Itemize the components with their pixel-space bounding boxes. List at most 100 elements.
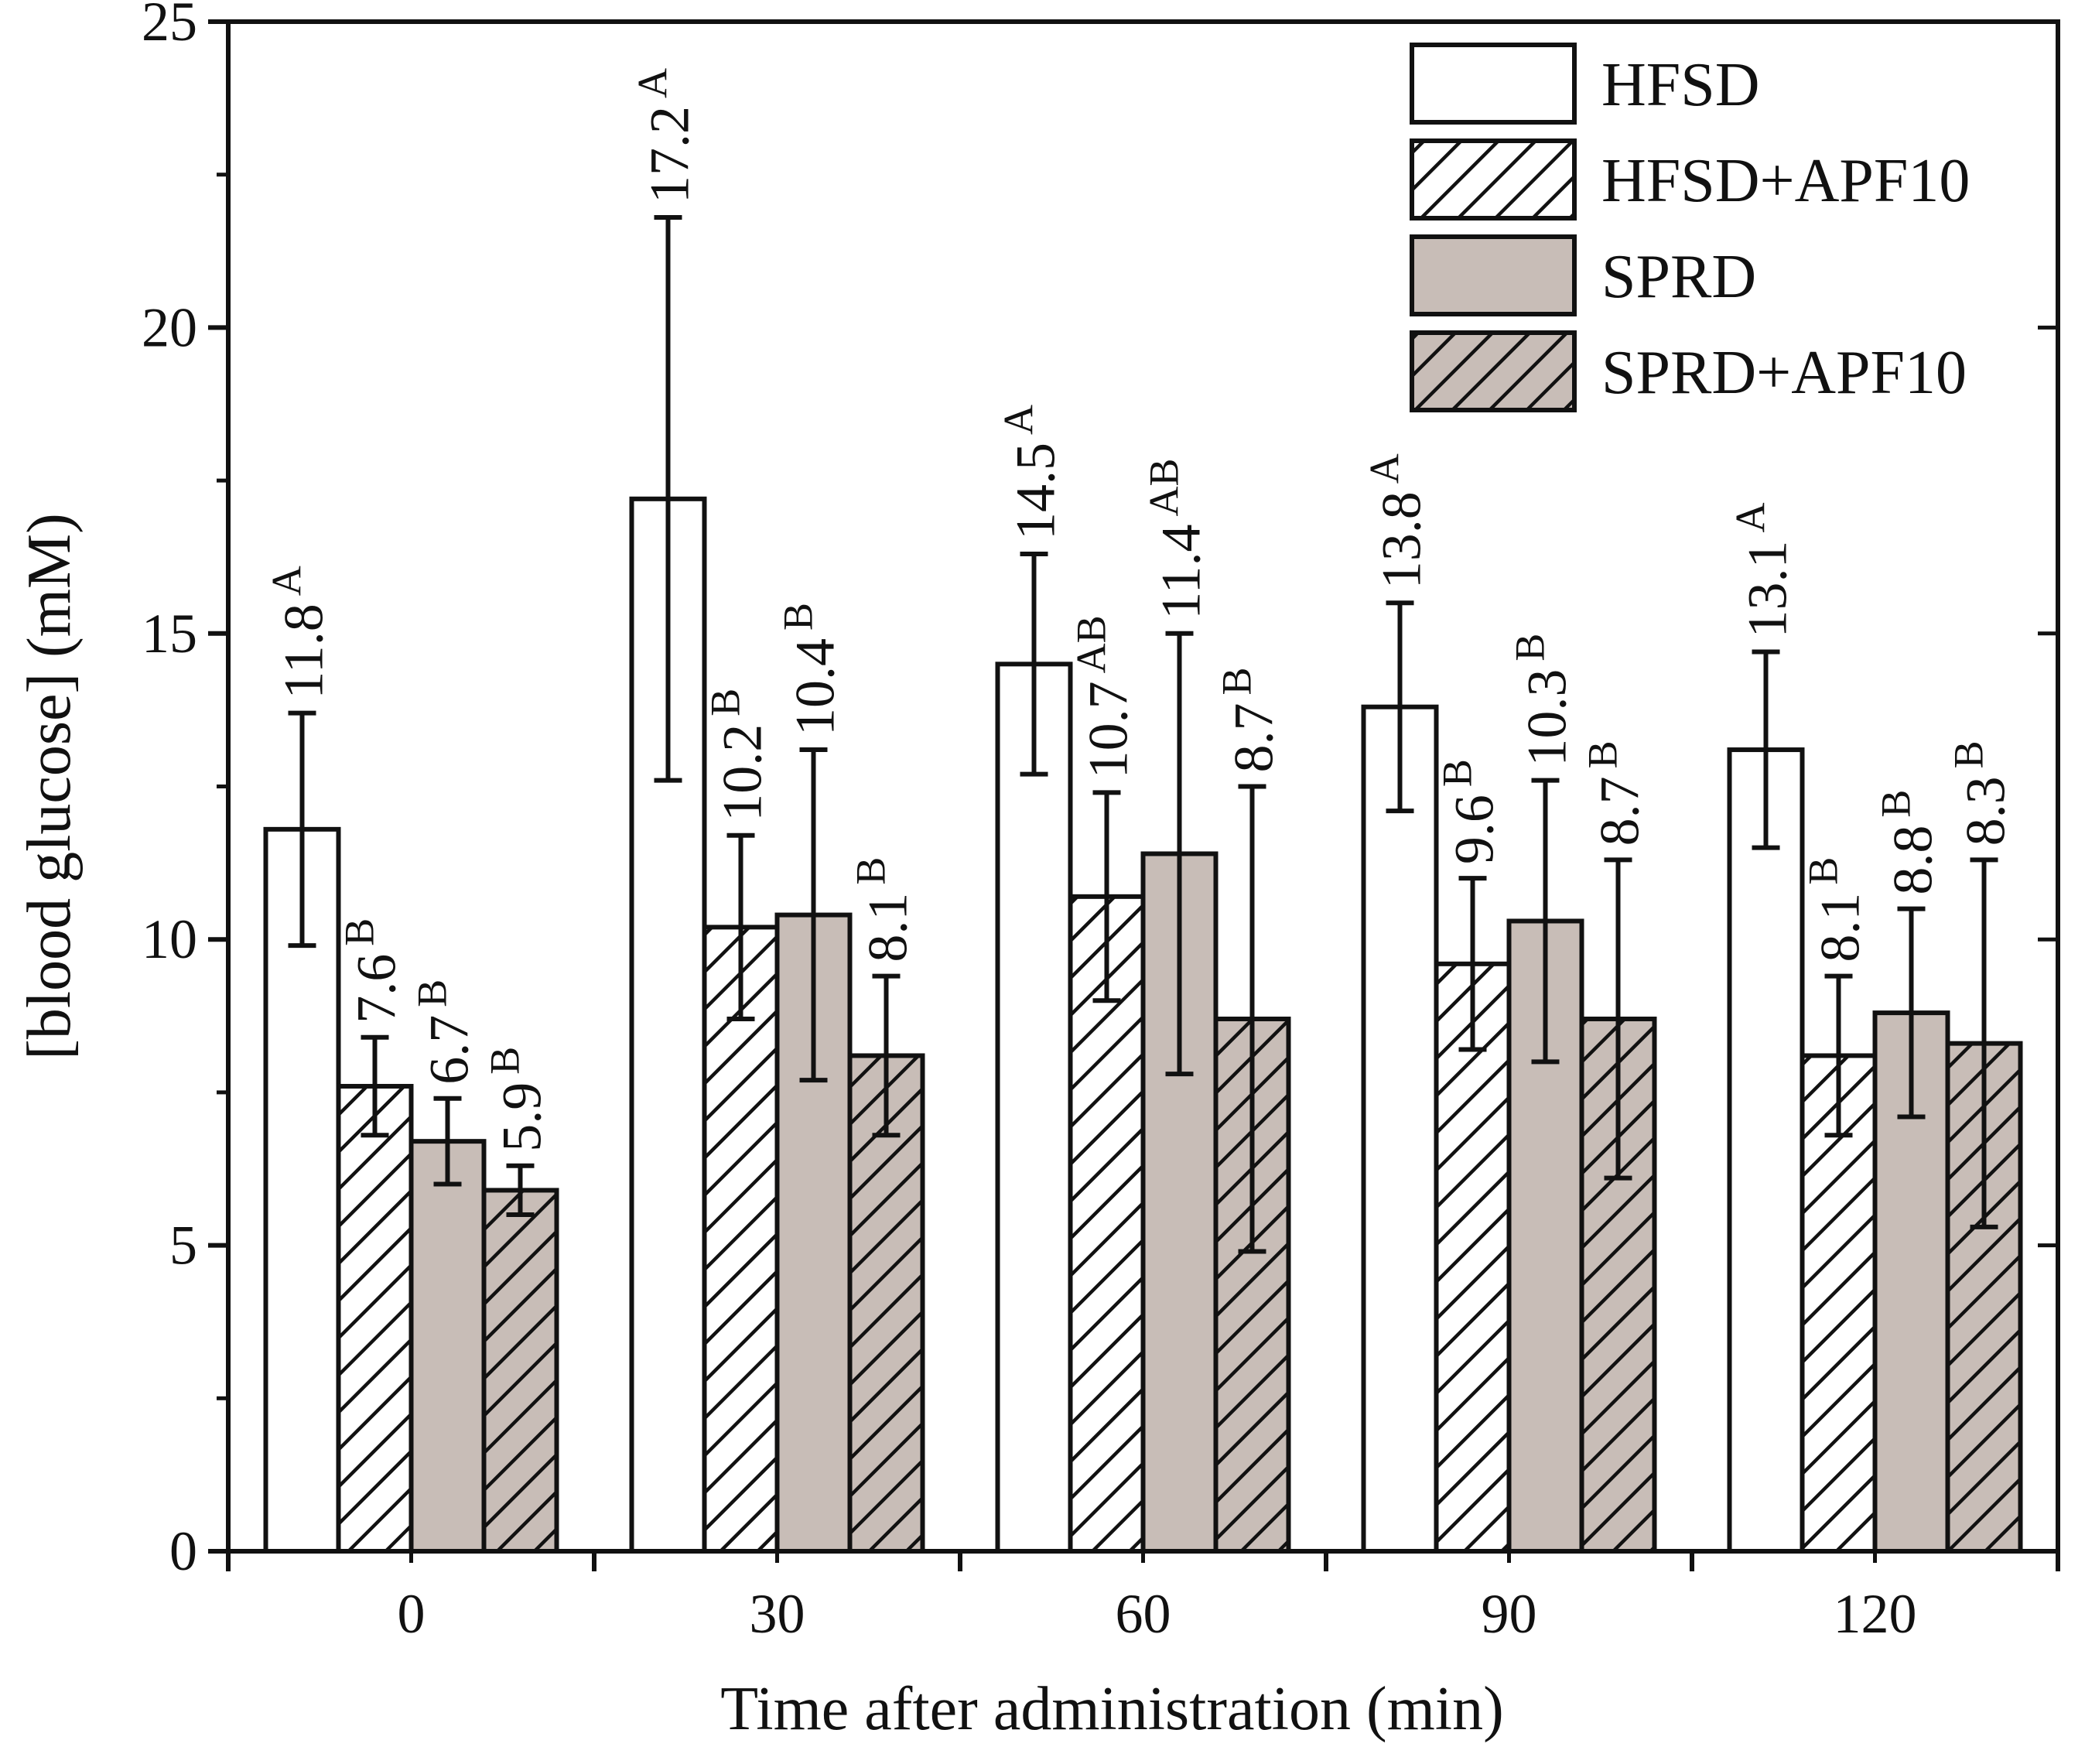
data-label-value: 9.6 (1444, 795, 1506, 864)
data-label-value: 17.2 (639, 106, 701, 203)
data-label: 11.4 AB (1141, 458, 1212, 619)
legend-label: SPRD+APF10 (1601, 339, 1967, 407)
data-label: 8.3 B (1946, 740, 2017, 846)
y-tick-label: 25 (142, 0, 197, 53)
data-label: 14.5 A (996, 405, 1067, 540)
data-label-value: 8.7 (1589, 776, 1651, 846)
significance-letter: B (848, 857, 894, 885)
y-tick-label: 10 (142, 908, 197, 970)
data-label-value: 8.7 (1223, 703, 1285, 773)
error-bar (1165, 631, 1194, 1077)
data-label-value: 7.6 (346, 954, 408, 1024)
error-bar (1092, 790, 1121, 1003)
data-label: 10.4 B (775, 603, 846, 736)
significance-letter: AB (1068, 615, 1115, 673)
significance-letter: B (1434, 759, 1481, 787)
significance-letter: B (1873, 790, 1919, 818)
error-bar (1238, 784, 1266, 1254)
axes-layer: 0 5 10 15 20 25 0 30 60 90 120 Time after administr… (15, 0, 2060, 1743)
significance-letter: B (1214, 667, 1260, 695)
data-label-value: 10.2 (712, 724, 774, 822)
y-tick-label: 5 (169, 1215, 197, 1277)
data-label-value: 13.8 (1371, 491, 1433, 589)
legend-item-hfsd-apf10: HFSD+APF10 (1410, 138, 1970, 220)
bar-sprd-apf10-0 (481, 1188, 559, 1554)
data-label: 8.7 B (1214, 667, 1285, 772)
error-bar (1824, 973, 1853, 1138)
significance-letter: B (337, 918, 383, 946)
data-label-value: 8.8 (1882, 826, 1944, 895)
bar-hfsd-apf10-30 (702, 925, 780, 1554)
x-tick-label: 0 (398, 1583, 426, 1645)
error-bar (1897, 906, 1926, 1120)
significance-letter: B (775, 603, 822, 631)
significance-letter: B (1800, 857, 1847, 885)
significance-letter: A (1362, 453, 1408, 484)
error-bar (288, 710, 316, 949)
x-tick-label: 90 (1482, 1583, 1537, 1645)
significance-letter: B (1580, 740, 1626, 768)
significance-letter: A (264, 566, 310, 596)
data-label-value: 10.4 (784, 638, 846, 736)
data-label-value: 14.5 (1005, 443, 1067, 540)
x-tick-label: 60 (1116, 1583, 1171, 1645)
bar-sprd-0 (408, 1139, 487, 1554)
data-label: 8.7 B (1580, 740, 1651, 846)
data-label: 10.7 AB (1068, 615, 1140, 778)
data-label: 8.1 B (1800, 857, 1871, 962)
data-label-value: 11.4 (1150, 524, 1212, 619)
bar-sprd-apf10-30 (847, 1053, 925, 1554)
data-label-value: 5.9 (491, 1082, 553, 1152)
error-bar (1531, 778, 1560, 1065)
significance-letter: B (1507, 634, 1553, 662)
significance-letter: A (1728, 503, 1774, 533)
data-label-value: 6.7 (419, 1015, 480, 1085)
legend-item-sprd: SPRD (1410, 234, 1756, 316)
bars-layer (263, 215, 2023, 1554)
data-label: 5.9 B (482, 1047, 553, 1152)
data-label: 7.6 B (337, 918, 408, 1024)
significance-letter: A (630, 68, 676, 98)
legend-item-hfsd: HFSD (1410, 43, 1760, 125)
data-label: 10.2 B (702, 689, 774, 822)
error-bar (1458, 876, 1487, 1052)
significance-letter: B (702, 689, 749, 716)
x-tick-label: 120 (1834, 1583, 1917, 1645)
data-label: 13.1 A (1728, 503, 1799, 638)
error-bar (1752, 649, 1780, 850)
legend-swatch (1410, 43, 1577, 125)
significance-letter: AB (1141, 458, 1188, 516)
legend-label: HFSD (1601, 51, 1760, 119)
data-label: 8.8 B (1873, 790, 1944, 895)
error-bar (1604, 857, 1632, 1181)
data-label: 9.6 B (1434, 759, 1506, 864)
data-label: 13.8 A (1362, 453, 1433, 589)
error-bar (1386, 600, 1414, 814)
significance-letter: B (409, 979, 456, 1007)
error-bar (361, 1034, 389, 1138)
bar-hfsd-120 (1727, 747, 1805, 1554)
legend: HFSD HFSD+APF10 SPRD SPRD+APF10 (1410, 43, 1970, 412)
bar-hfsd-apf10-0 (336, 1083, 414, 1554)
significance-letter: B (1946, 740, 1992, 768)
error-bar (872, 973, 901, 1138)
x-tick-label: 30 (750, 1583, 805, 1645)
data-label-value: 13.1 (1737, 541, 1799, 638)
error-bar (433, 1096, 462, 1187)
legend-item-sprd-apf10: SPRD+APF10 (1410, 330, 1967, 412)
bar-hfsd-apf10-90 (1434, 961, 1512, 1554)
y-tick-label: 20 (142, 296, 197, 358)
legend-swatch (1410, 234, 1577, 316)
error-bar (654, 215, 682, 783)
legend-swatch (1410, 138, 1577, 220)
error-bar (799, 747, 828, 1083)
data-label-value: 8.1 (1810, 893, 1871, 962)
y-axis-title: [blood glucose] (mM) (15, 513, 84, 1060)
bar-hfsd-90 (1361, 704, 1439, 1554)
data-label: 11.8 A (264, 566, 335, 699)
y-tick-label: 15 (142, 603, 197, 665)
data-label: 17.2 A (630, 68, 701, 203)
data-label: 8.1 B (848, 857, 919, 962)
